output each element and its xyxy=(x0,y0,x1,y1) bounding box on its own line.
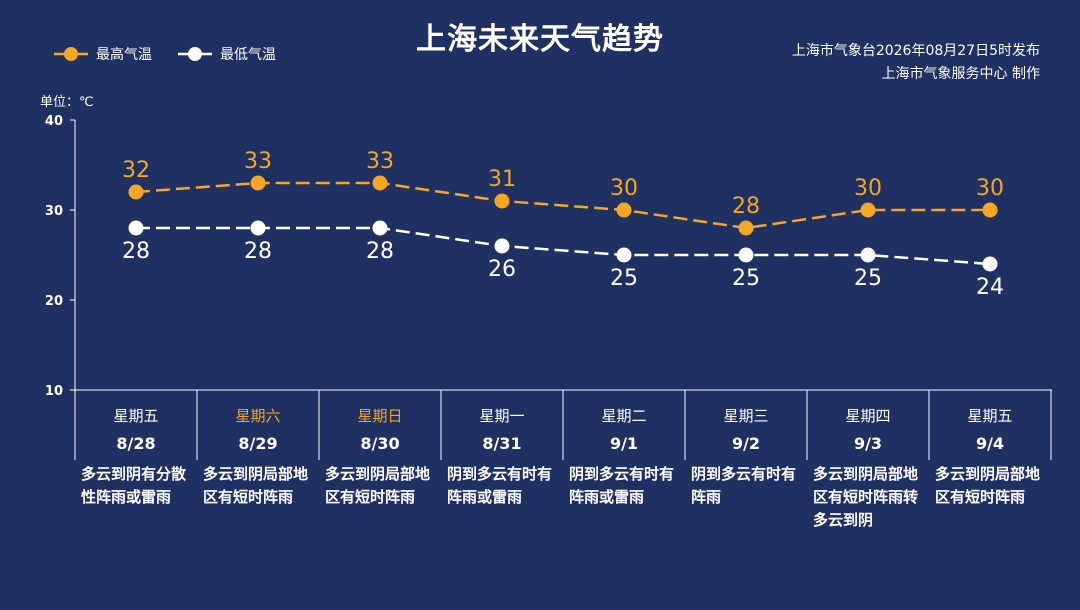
low-temp-point xyxy=(494,238,510,254)
low-temp-point xyxy=(128,220,144,236)
low-temp-label: 24 xyxy=(976,275,1004,300)
y-tick-label: 30 xyxy=(45,204,63,219)
legend-high-marker xyxy=(54,47,88,61)
low-temp-point xyxy=(860,247,876,263)
high-temp-point xyxy=(128,184,144,200)
high-temp-label: 30 xyxy=(976,176,1004,201)
issuer-info: 上海市气象台2026年08月27日5时发布 上海市气象服务中心 制作 xyxy=(792,40,1040,86)
high-temp-point xyxy=(494,193,510,209)
weekday-label: 星期五 xyxy=(967,407,1013,425)
low-temp-label: 25 xyxy=(732,266,760,291)
high-temp-label: 33 xyxy=(244,149,272,174)
low-temp-point xyxy=(250,220,266,236)
weekday-label: 星期日 xyxy=(357,407,403,425)
high-temp-point xyxy=(982,202,998,218)
date-label: 9/4 xyxy=(975,434,1005,453)
date-label: 9/2 xyxy=(731,434,761,453)
low-temp-label: 26 xyxy=(488,257,516,282)
legend-low-label: 最低气温 xyxy=(220,47,276,63)
weekday-label: 星期一 xyxy=(479,407,525,425)
date-label: 8/31 xyxy=(482,434,522,453)
weekday-label: 星期四 xyxy=(845,407,891,425)
low-temp-point xyxy=(982,256,998,272)
legend-item-high: 最高气温 xyxy=(54,44,152,64)
date-label: 9/3 xyxy=(853,434,883,453)
legend-low-marker xyxy=(178,47,212,61)
unit-label: 单位：℃ xyxy=(40,95,94,110)
weather-condition: 阴到多云有时有阵雨 xyxy=(691,465,797,506)
low-temp-label: 25 xyxy=(610,266,638,291)
high-temp-point xyxy=(738,220,754,236)
low-temp-label: 28 xyxy=(366,239,394,264)
legend-high-label: 最高气温 xyxy=(96,47,152,63)
low-temp-point xyxy=(616,247,632,263)
weather-condition: 多云到阴局部地区有短时阵雨 xyxy=(203,465,309,506)
y-tick-label: 40 xyxy=(45,114,63,129)
high-temp-line xyxy=(135,181,990,230)
weekday-label: 星期五 xyxy=(113,407,159,425)
weather-condition: 多云到阴局部地区有短时阵雨转多云到阴 xyxy=(813,465,919,529)
low-temp-point xyxy=(372,220,388,236)
issuer-line-2: 上海市气象服务中心 制作 xyxy=(881,66,1040,82)
date-label: 8/30 xyxy=(360,434,400,453)
weekday-label: 星期三 xyxy=(723,407,769,425)
low-temp-label: 25 xyxy=(854,266,882,291)
low-temp-label: 28 xyxy=(244,239,272,264)
weather-condition: 阴到多云有时有阵雨或雷雨 xyxy=(569,465,675,506)
weekday-label: 星期六 xyxy=(235,407,281,425)
chart-legend: 最高气温 最低气温 xyxy=(54,44,302,64)
low-temp-line xyxy=(136,226,991,266)
page-title: 上海未来天气趋势 xyxy=(416,22,664,57)
high-temp-label: 33 xyxy=(366,149,394,174)
legend-item-low: 最低气温 xyxy=(178,44,276,64)
weather-condition: 多云到阴局部地区有短时阵雨 xyxy=(325,465,431,506)
weather-condition: 多云到阴局部地区有短时阵雨 xyxy=(935,465,1041,506)
high-temp-point xyxy=(860,202,876,218)
high-temp-label: 28 xyxy=(732,194,760,219)
low-temp-point xyxy=(738,247,754,263)
weekday-label: 星期二 xyxy=(601,407,647,425)
high-temp-label: 32 xyxy=(122,158,150,183)
date-label: 9/1 xyxy=(609,434,639,453)
low-temp-label: 28 xyxy=(122,239,150,264)
high-temp-point xyxy=(250,175,266,191)
high-temp-label: 30 xyxy=(854,176,882,201)
high-temp-point xyxy=(372,175,388,191)
high-temp-label: 31 xyxy=(488,167,516,192)
issuer-line-1: 上海市气象台2026年08月27日5时发布 xyxy=(791,43,1040,59)
date-label: 8/28 xyxy=(116,434,156,453)
high-temp-label: 30 xyxy=(610,176,638,201)
weather-condition: 多云到阴有分散性阵雨或雷雨 xyxy=(81,465,187,506)
y-tick-label: 10 xyxy=(45,384,63,399)
weather-condition: 阴到多云有时有阵雨或雷雨 xyxy=(447,465,553,506)
date-label: 8/29 xyxy=(238,434,278,453)
y-tick-label: 20 xyxy=(45,294,63,309)
high-temp-point xyxy=(616,202,632,218)
